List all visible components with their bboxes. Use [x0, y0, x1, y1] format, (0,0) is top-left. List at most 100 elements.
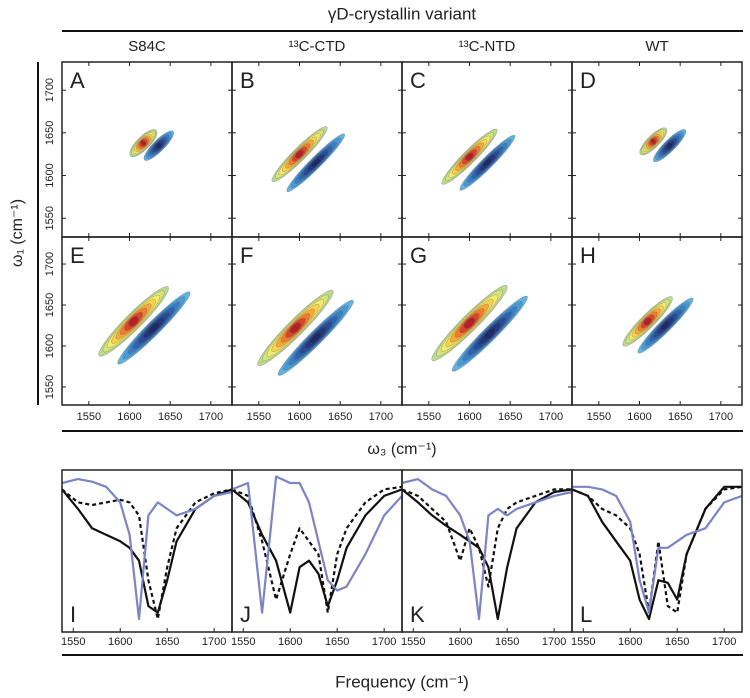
- y-tick-label: 1700: [44, 78, 56, 102]
- panel-frame: [571, 236, 743, 406]
- contour-level: [295, 150, 304, 159]
- spectrum-line: [231, 475, 403, 614]
- x-tick-label: 1550: [231, 636, 255, 648]
- contour-plot: [271, 126, 346, 192]
- x-tick-label: 1600: [278, 636, 302, 648]
- spectrum-line: [61, 488, 233, 614]
- x-tick-label: 1700: [369, 411, 393, 423]
- x-tick-label: 1600: [618, 636, 642, 648]
- contour-plot: [257, 289, 354, 376]
- panel-letter: J: [240, 602, 251, 627]
- column-label: WT: [645, 38, 668, 55]
- x-tick-label: 1550: [587, 411, 611, 423]
- panel-letter: K: [410, 602, 425, 627]
- x-tick-label: 1600: [117, 411, 141, 423]
- contour-level: [155, 142, 162, 149]
- contour-level: [482, 158, 492, 168]
- x-tick-label: 1700: [709, 411, 733, 423]
- contour-level: [148, 322, 160, 334]
- panel-letter: E: [70, 243, 85, 268]
- y-tick-label: 1600: [44, 163, 56, 187]
- x-tick-label: 1700: [539, 411, 563, 423]
- contour-plot: [639, 127, 687, 163]
- panel-letter: L: [580, 602, 592, 627]
- panel-frame: [231, 236, 403, 406]
- x-tick-label: 1600: [287, 411, 311, 423]
- x-axis-label: ω₃ (cm⁻¹): [367, 441, 436, 458]
- x-axis-label: Frequency (cm⁻¹): [335, 672, 469, 691]
- x-tick-label: 1700: [712, 636, 736, 648]
- x-tick-label: 1650: [498, 411, 522, 423]
- x-tick-label: 1550: [247, 411, 271, 423]
- y-tick-label: 1550: [44, 375, 56, 399]
- contour-level: [660, 320, 671, 331]
- column-label: ¹³C-CTD: [289, 38, 346, 55]
- y-tick-label: 1550: [44, 206, 56, 230]
- column-label: S84C: [128, 38, 166, 55]
- contour-plot: [431, 285, 528, 372]
- panel-frame: [401, 61, 573, 238]
- x-tick-label: 1550: [77, 411, 101, 423]
- contour-level: [128, 316, 139, 327]
- spectrum-line: [572, 485, 743, 614]
- x-tick-label: 1650: [668, 411, 692, 423]
- panel-frame: [571, 469, 743, 633]
- x-tick-label: 1650: [325, 636, 349, 648]
- panel-letter: G: [410, 243, 427, 268]
- contour-level: [140, 140, 147, 146]
- panel-letter: F: [240, 243, 253, 268]
- x-tick-label: 1600: [448, 636, 472, 648]
- spectrum-line: [231, 488, 403, 614]
- spectrum-line: [61, 478, 233, 621]
- x-tick-label: 1650: [158, 411, 182, 423]
- x-tick-label: 1550: [417, 411, 441, 423]
- panel-frame: [61, 236, 233, 406]
- contour-level: [643, 317, 652, 326]
- spectrum-line: [401, 478, 573, 621]
- spectrum-line: [401, 488, 573, 621]
- x-tick-label: 1650: [665, 636, 689, 648]
- panel-letter: I: [70, 602, 76, 627]
- y-tick-label: 1650: [44, 293, 56, 317]
- x-tick-label: 1700: [542, 636, 566, 648]
- column-label: ¹³C-NTD: [459, 38, 516, 55]
- spectrum-line: [61, 488, 233, 621]
- contour-level: [483, 327, 496, 340]
- x-tick-label: 1650: [155, 636, 179, 648]
- x-tick-label: 1600: [627, 411, 651, 423]
- panel-letter: B: [240, 68, 255, 93]
- panel-frame: [401, 236, 573, 406]
- panel-frame: [571, 61, 743, 238]
- x-tick-label: 1550: [401, 636, 425, 648]
- panel-letter: A: [70, 68, 85, 93]
- y-tick-label: 1600: [44, 334, 56, 358]
- spectrum-line: [571, 485, 743, 614]
- contour-level: [465, 152, 474, 161]
- spectrum-line: [231, 485, 403, 614]
- y-tick-label: 1650: [44, 121, 56, 145]
- panel-letter: H: [580, 243, 596, 268]
- panel-frame: [231, 61, 403, 238]
- panel-frame: [401, 469, 573, 633]
- panel-frame: [61, 61, 233, 238]
- contour-level: [289, 322, 301, 334]
- panel-letter: D: [580, 68, 596, 93]
- panel-letter: C: [410, 68, 426, 93]
- x-tick-label: 1600: [457, 411, 481, 423]
- x-tick-label: 1700: [372, 636, 396, 648]
- contour-plot: [441, 128, 516, 191]
- contour-level: [311, 158, 321, 168]
- contour-plot: [98, 286, 191, 365]
- x-tick-label: 1650: [495, 636, 519, 648]
- x-tick-label: 1650: [328, 411, 352, 423]
- x-tick-label: 1550: [571, 636, 595, 648]
- x-tick-label: 1550: [61, 636, 85, 648]
- contour-plot: [622, 296, 694, 354]
- contour-level: [666, 142, 673, 149]
- y-tick-label: 1700: [44, 252, 56, 276]
- x-tick-label: 1700: [199, 411, 223, 423]
- x-tick-label: 1700: [202, 636, 226, 648]
- x-tick-label: 1600: [108, 636, 132, 648]
- contour-level: [464, 317, 476, 329]
